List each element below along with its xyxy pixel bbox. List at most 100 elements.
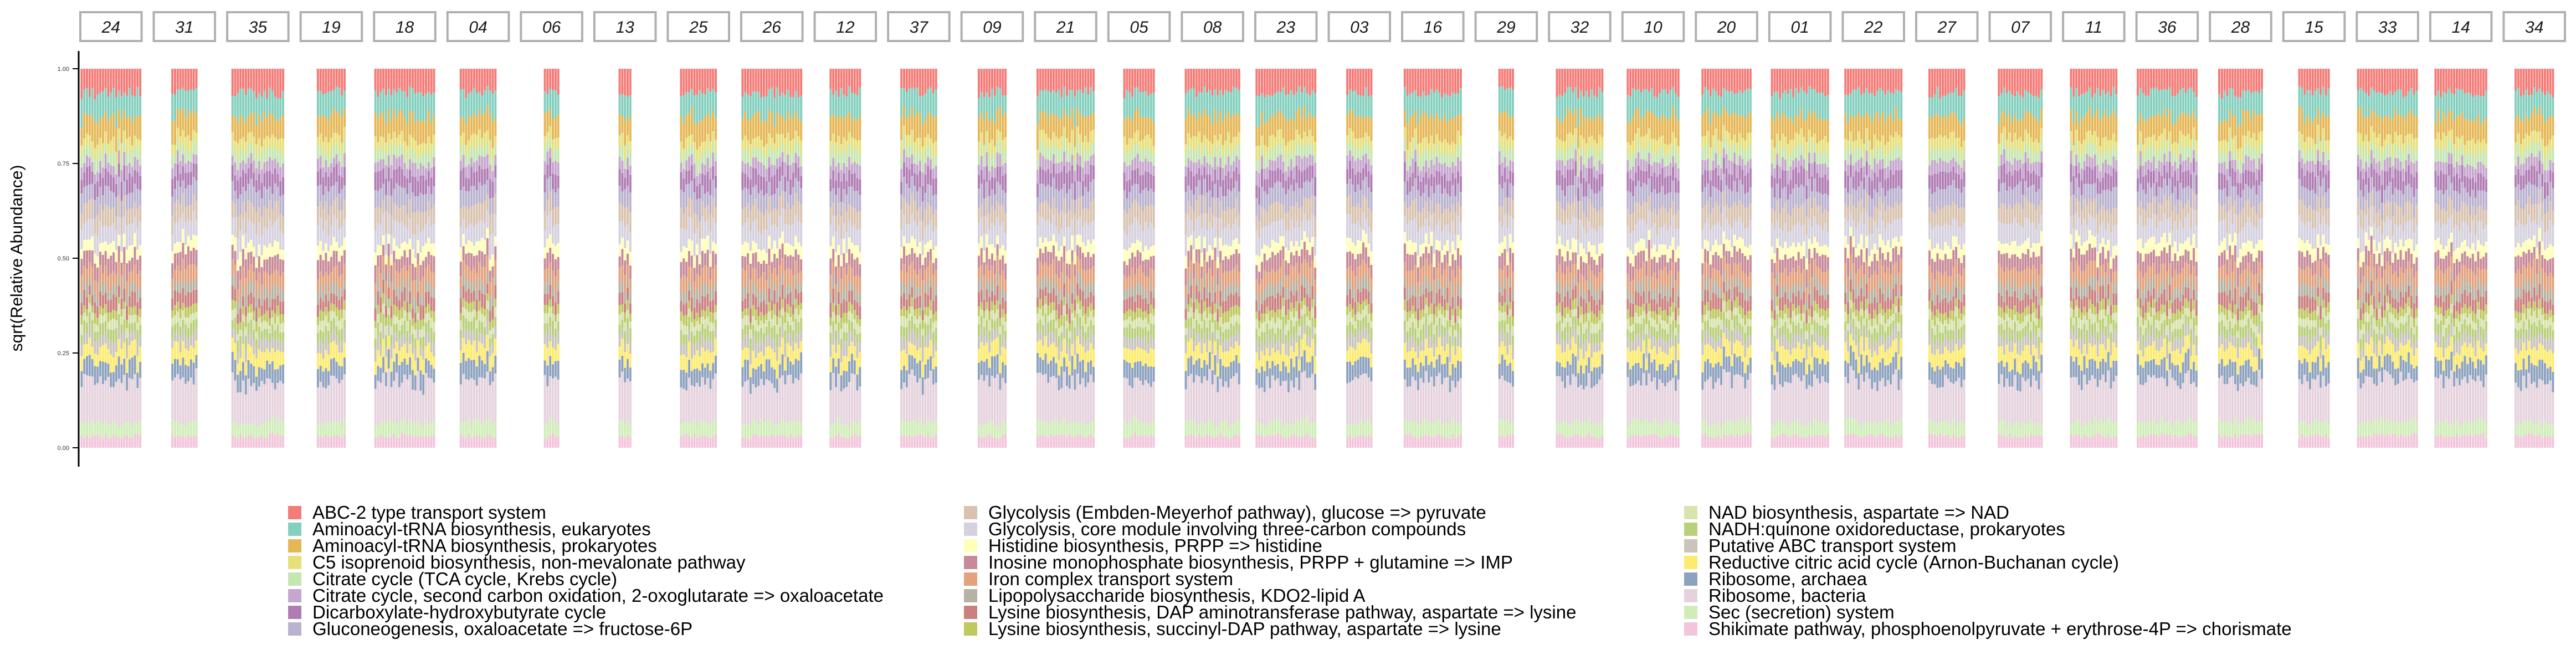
bar-segment [856, 334, 859, 344]
bar-segment [924, 437, 927, 448]
bar-segment [101, 177, 104, 196]
bar-segment [918, 254, 921, 270]
bar-segment [379, 434, 382, 448]
bar-segment [768, 236, 771, 249]
bar-segment [741, 96, 744, 119]
bar-segment [932, 157, 935, 169]
bar-segment [991, 69, 993, 89]
bar-segment [403, 162, 406, 176]
bar-segment [991, 310, 993, 319]
bar-segment [427, 377, 430, 426]
bar-segment [794, 276, 797, 289]
bar-segment [543, 230, 546, 248]
stacked-bar [557, 69, 560, 448]
bar-segment [843, 313, 845, 323]
bar-segment [126, 372, 129, 391]
bar-segment [459, 119, 462, 136]
bar-segment [335, 218, 338, 242]
bar-segment [859, 319, 861, 326]
bar-segment [341, 427, 343, 439]
stacked-bar [747, 69, 750, 448]
bar-segment [419, 212, 422, 233]
bar-segment [266, 208, 269, 229]
facet-strip-label: 25 [689, 18, 708, 37]
bar-segment [481, 343, 484, 361]
bar-segment [701, 347, 704, 364]
bar-segment [390, 120, 393, 140]
bar-segment [459, 190, 462, 209]
bar-segment [459, 226, 462, 247]
bar-segment [784, 384, 787, 423]
bar-segment [88, 135, 91, 147]
bar-segment [557, 176, 560, 188]
stacked-bar [1055, 69, 1058, 448]
bar-segment [112, 387, 115, 422]
bar-segment [768, 320, 771, 334]
bar-segment [382, 159, 385, 169]
bar-segment [1060, 161, 1063, 172]
bar-segment [478, 110, 481, 130]
bar-segment [427, 360, 430, 378]
bar-segment [187, 328, 190, 340]
bar-segment [918, 378, 921, 418]
bar-segment [905, 327, 908, 341]
bar-segment [543, 161, 546, 175]
bar-segment [789, 325, 792, 335]
bar-segment [712, 251, 715, 269]
bar-segment [935, 366, 937, 383]
bar-segment [988, 283, 991, 297]
bar-segment [918, 69, 921, 96]
bar-segment [927, 157, 930, 167]
bar-segment [996, 235, 999, 244]
bar-segment [918, 323, 921, 333]
bar-segment [465, 301, 468, 309]
bar-segment [848, 382, 851, 427]
bar-segment [414, 313, 417, 323]
bar-segment [327, 322, 330, 331]
bar-segment [110, 312, 112, 320]
bar-segment [546, 141, 549, 152]
bar-segment [996, 255, 999, 274]
bar-segment [800, 95, 803, 122]
bar-segment [924, 423, 927, 438]
bar-segment [776, 69, 778, 88]
bar-segment [778, 115, 781, 135]
bar-segment [253, 257, 255, 272]
y-axis-title: sqrt(Relative Abundance) [8, 165, 26, 352]
bar-segment [390, 265, 393, 282]
bar-segment [980, 69, 983, 92]
bar-segment [843, 203, 845, 223]
bar-segment [693, 326, 696, 336]
bar-segment [327, 235, 330, 252]
bar-segment [271, 361, 274, 383]
bar-segment [184, 207, 187, 223]
bar-segment [835, 387, 838, 422]
bar-segment [182, 357, 184, 377]
bar-segment [856, 436, 859, 448]
bar-segment [401, 91, 403, 110]
bar-segment [179, 436, 182, 448]
bar-segment [908, 282, 911, 294]
bar-segment [776, 148, 778, 159]
bar-segment [136, 208, 139, 228]
bar-segment [83, 250, 86, 267]
bar-segment [96, 94, 99, 124]
bar-segment [714, 223, 717, 244]
bar-segment [765, 181, 768, 193]
bar-segment [279, 324, 282, 333]
bar-segment [709, 290, 712, 302]
bar-segment [99, 280, 102, 292]
bar-segment [690, 344, 693, 359]
bar-segment [621, 312, 624, 320]
bar-segment [104, 250, 107, 266]
bar-segment [316, 353, 319, 369]
bar-segment [1047, 242, 1050, 252]
bar-segment [683, 214, 685, 229]
bar-segment [1041, 315, 1044, 325]
bar-segment [99, 137, 102, 149]
bar-segment [398, 185, 401, 208]
bar-segment [690, 241, 693, 256]
bar-segment [414, 375, 417, 391]
bar-segment [760, 378, 763, 419]
bar-segment [699, 420, 701, 437]
